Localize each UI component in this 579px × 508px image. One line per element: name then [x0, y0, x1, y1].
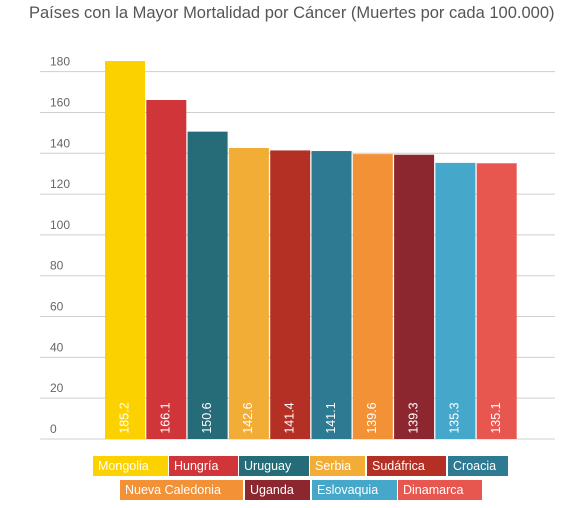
y-tick-label: 80: [50, 259, 64, 273]
bar-dinamarca: [476, 163, 517, 440]
bar-value-label: 185.2: [117, 402, 131, 433]
y-tick-label: 20: [50, 381, 64, 395]
bar-uruguay: [187, 131, 228, 439]
y-tick-label: 60: [50, 300, 64, 314]
legend-item: Croacia: [448, 456, 508, 476]
bar-value-label: 141.4: [282, 402, 296, 433]
legend-item: Eslovaquia: [312, 480, 397, 500]
legend-item: Nueva Caledonia: [120, 480, 243, 500]
legend-item: Sudáfrica: [367, 456, 446, 476]
bar-value-labels: 185.2 166.1 150.6 142.6 141.4 141.1 139.6 139.3…: [117, 402, 503, 433]
bar-value-label: 139.3: [406, 402, 420, 433]
bar-value-label: 141.1: [324, 402, 338, 433]
bar-value-label: 166.1: [159, 402, 173, 433]
y-tick-label: 100: [50, 218, 70, 232]
y-tick-label: 120: [50, 177, 70, 191]
bar-value-label: 142.6: [241, 402, 255, 433]
y-tick-label: 0: [50, 422, 57, 436]
y-tick-label: 180: [50, 55, 70, 69]
legend-item: Mongolia: [93, 456, 168, 476]
bars: [105, 61, 517, 440]
legend-item: Dinamarca: [398, 480, 482, 500]
legend-item: Uganda: [245, 480, 310, 500]
bar-uganda: [394, 154, 435, 439]
y-tick-label: 160: [50, 95, 70, 109]
bar-nueva-caledonia: [352, 154, 393, 439]
bar-value-label: 135.3: [448, 402, 462, 433]
bar-sudáfrica: [270, 150, 311, 439]
bar-hungría: [146, 100, 187, 439]
y-axis-ticks: 0 20 40 60 80 100 120 140 160 180: [50, 55, 70, 436]
chart-title: Países con la Mayor Mortalidad por Cánce…: [29, 4, 555, 22]
legend-item: Serbia: [310, 456, 365, 476]
bar-croacia: [311, 151, 352, 439]
bar-serbia: [228, 147, 269, 439]
legend-item: Hungría: [169, 456, 238, 476]
legend-item: Uruguay: [239, 456, 309, 476]
bar-eslovaquia: [435, 162, 476, 439]
bar-value-label: 150.6: [200, 402, 214, 433]
y-tick-label: 40: [50, 340, 64, 354]
bar-value-label: 139.6: [365, 402, 379, 433]
y-tick-label: 140: [50, 136, 70, 150]
bar-value-label: 135.1: [489, 402, 503, 433]
bar-mongolia: [105, 61, 145, 439]
